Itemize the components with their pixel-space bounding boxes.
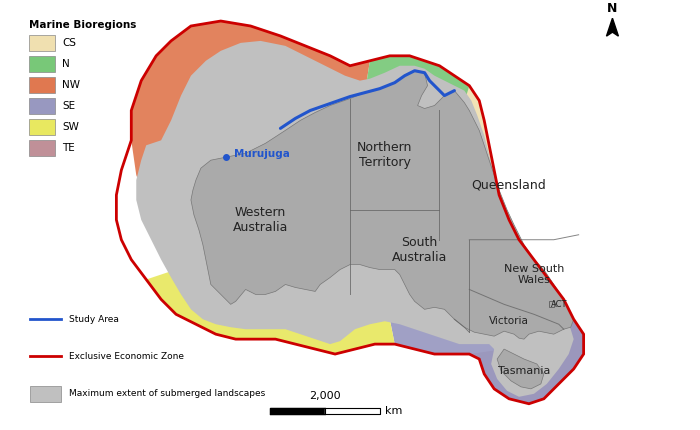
Text: km: km bbox=[385, 406, 402, 416]
Polygon shape bbox=[146, 200, 395, 354]
Polygon shape bbox=[350, 56, 469, 108]
Text: Northern
Territory: Northern Territory bbox=[357, 141, 412, 169]
Polygon shape bbox=[454, 86, 584, 404]
Text: Tasmania: Tasmania bbox=[498, 366, 550, 376]
Text: Murujuga: Murujuga bbox=[234, 149, 290, 159]
Text: New South
Wales: New South Wales bbox=[504, 264, 564, 286]
Text: Queensland: Queensland bbox=[472, 178, 547, 191]
Text: South
Australia: South Australia bbox=[392, 236, 447, 264]
Polygon shape bbox=[606, 18, 618, 36]
Text: ACT: ACT bbox=[550, 300, 567, 309]
Text: Victoria: Victoria bbox=[489, 316, 529, 326]
Text: 2,000: 2,000 bbox=[309, 391, 341, 401]
Text: N: N bbox=[608, 2, 617, 15]
Text: Western
Australia: Western Australia bbox=[233, 206, 288, 234]
Polygon shape bbox=[497, 349, 544, 389]
Polygon shape bbox=[136, 41, 574, 397]
Polygon shape bbox=[191, 71, 574, 339]
Polygon shape bbox=[469, 319, 584, 404]
Polygon shape bbox=[132, 21, 370, 270]
Polygon shape bbox=[380, 270, 584, 404]
